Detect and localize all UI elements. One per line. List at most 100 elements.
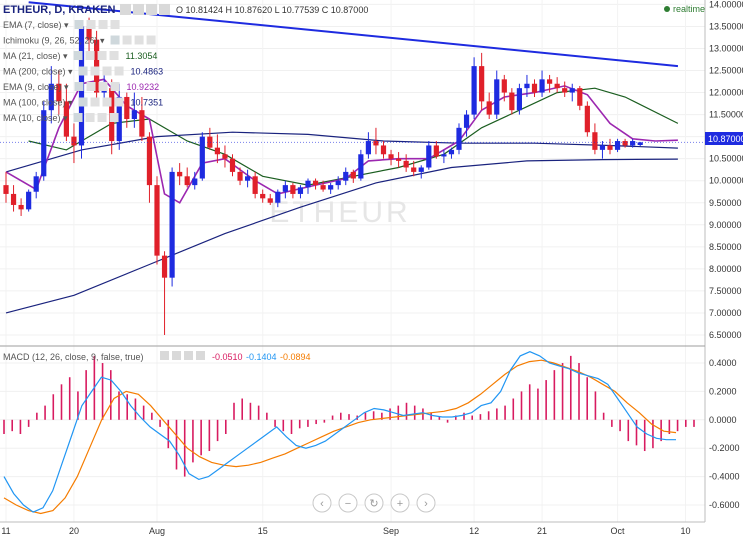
settings-button[interactable] (133, 4, 144, 15)
scroll-right-button[interactable]: › (416, 493, 436, 513)
ma-line (5, 131, 678, 173)
reset-button-circle[interactable] (364, 493, 384, 513)
symbol-title[interactable]: ETHEUR, D, KRAKEN (3, 4, 116, 16)
price-tick-label: 6.50000 (709, 330, 742, 340)
price-tick-label: 10.50000 (709, 154, 743, 164)
candle-body (584, 105, 590, 133)
legend-button[interactable] (146, 35, 156, 45)
zoom-out-button-circle[interactable] (338, 493, 358, 513)
more-button[interactable] (146, 4, 157, 15)
legend-row[interactable]: EMA (7, close) ▾ (3, 20, 120, 30)
macd-close-icon[interactable] (196, 351, 205, 360)
macd-more-button[interactable] (184, 351, 193, 360)
macd-grid (0, 362, 705, 506)
legend-button[interactable] (110, 35, 120, 45)
candle-body (456, 127, 462, 150)
legend-button[interactable] (90, 66, 100, 76)
ma-line (5, 78, 678, 204)
legend-button[interactable] (74, 82, 84, 91)
legend-button[interactable] (85, 51, 95, 60)
zoom-in-button-circle[interactable] (390, 493, 410, 513)
legend-button[interactable] (98, 82, 108, 91)
candle-body (275, 191, 281, 203)
legend-button[interactable] (85, 113, 95, 122)
candle-body (569, 88, 575, 93)
candle-body (373, 141, 379, 146)
candle-body (630, 141, 636, 146)
legend-button[interactable] (114, 66, 124, 76)
legend-row[interactable]: MA (10, close) ▾ (3, 113, 119, 123)
candle-body (214, 147, 220, 155)
legend-button[interactable] (73, 113, 83, 122)
candle-body (365, 141, 371, 155)
reset-icon: ↻ (369, 498, 378, 510)
zoom-out-button[interactable]: − (338, 493, 358, 513)
legend-button[interactable] (122, 35, 132, 45)
legend-button[interactable] (98, 20, 108, 29)
time-tick-label: Oct (611, 526, 626, 536)
candle-body (396, 158, 402, 161)
legend-button[interactable] (110, 20, 120, 29)
legend-button[interactable] (73, 51, 83, 60)
candle-body (388, 154, 394, 159)
candle-body (139, 110, 145, 137)
candle-body (622, 141, 628, 146)
legend-button[interactable] (134, 35, 144, 45)
macd-tick-label: 0.2000 (709, 386, 737, 396)
legend-button[interactable] (102, 97, 112, 107)
candle-body (124, 96, 130, 120)
time-tick-label: 21 (537, 526, 547, 536)
legend-row[interactable]: MA (21, close) ▾ 11.3054 (3, 51, 157, 61)
macd-legend-label[interactable]: MACD (12, 26, close, 9, false, true) (3, 352, 144, 362)
scroll-left-button[interactable]: ‹ (312, 493, 332, 513)
scroll-right-button-circle[interactable] (416, 493, 436, 513)
macd-tick-label: 0.4000 (709, 358, 737, 368)
legend-button[interactable] (97, 113, 107, 122)
candle-body (116, 96, 122, 142)
legend-label: MA (200, close) ▾ (3, 67, 73, 77)
scroll-left-button-circle[interactable] (312, 493, 332, 513)
legend-button[interactable] (97, 51, 107, 60)
legend-button[interactable] (86, 20, 96, 29)
scroll-left-icon: ‹ (320, 498, 324, 510)
close-icon[interactable] (159, 4, 170, 15)
legend-row[interactable]: EMA (9, close) ▾ 10.9232 (3, 82, 159, 92)
price-tick-label: 7.00000 (709, 308, 742, 318)
legend-button[interactable] (78, 97, 88, 107)
legend-label: EMA (9, close) ▾ (3, 82, 69, 92)
candle-body (131, 110, 137, 120)
ohlc-readout: O 10.81424 H 10.87620 L 10.77539 C 10.87… (176, 5, 368, 15)
time-tick-label: Sep (383, 526, 399, 536)
realtime-label: realtime (673, 4, 705, 14)
candle-body (494, 79, 500, 115)
legend-row[interactable]: Ichimoku (9, 26, 52, 26) ▾ (3, 35, 156, 46)
candle-body (637, 142, 643, 146)
legend-button[interactable] (110, 82, 120, 91)
legend-button[interactable] (90, 97, 100, 107)
reset-button[interactable]: ↻ (364, 493, 384, 513)
candle-body (463, 114, 470, 128)
legend-button[interactable] (109, 113, 119, 122)
candle-body (441, 154, 447, 157)
candle-body (222, 154, 228, 159)
candle-body (509, 92, 515, 111)
legend-row[interactable]: MA (200, close) ▾ 10.4863 (3, 66, 163, 77)
legend-button[interactable] (86, 82, 96, 91)
macd-signal-line (3, 359, 677, 515)
legend-row[interactable]: MA (100, close) ▾ 10.7351 (3, 97, 163, 108)
legend-button[interactable] (114, 97, 124, 107)
legend-button[interactable] (74, 20, 84, 29)
zoom-in-button[interactable]: + (390, 493, 410, 513)
macd-signal-value: -0.0894 (280, 352, 311, 362)
legend-button[interactable] (109, 51, 119, 60)
legend-button[interactable] (78, 66, 88, 76)
candle-body (343, 171, 349, 181)
candle-body (48, 83, 54, 111)
macd-settings-button[interactable] (172, 351, 181, 360)
visibility-button[interactable] (120, 4, 131, 15)
macd-visibility-button[interactable] (160, 351, 169, 360)
time-tick-label: 20 (69, 526, 79, 536)
candle-body (161, 255, 168, 278)
legend-button[interactable] (102, 66, 112, 76)
